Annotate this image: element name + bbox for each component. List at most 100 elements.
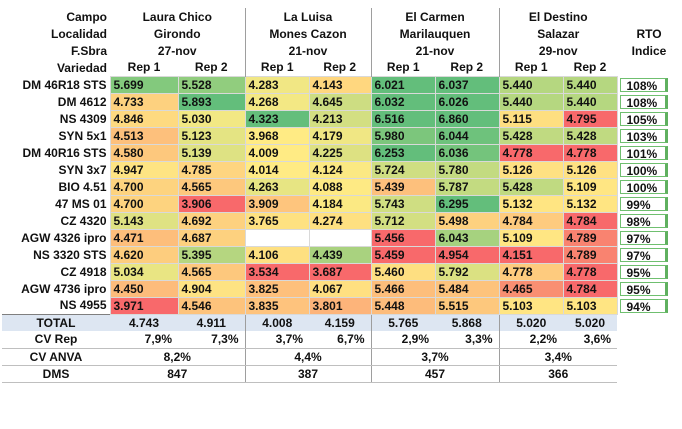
table-row: CZ 4918 5.034 4.565 3.534 3.687 5.460 5.792 4.7…	[2, 262, 681, 281]
dms-label: DMS	[2, 365, 110, 383]
rto-cell: 100%	[617, 161, 681, 178]
yield-cell: 4.184	[308, 194, 372, 213]
rto-cell: 97%	[617, 229, 681, 246]
yield-cell: 4.954	[434, 245, 500, 264]
rto-cell: 100%	[617, 178, 681, 195]
total-cell: 4.159	[309, 313, 371, 331]
yield-cell: 4.439	[308, 245, 372, 264]
yield-cell: 5.743	[370, 194, 436, 213]
yield-cell: 4.565	[177, 177, 246, 196]
cv-rep-cell: 3,7%	[244, 331, 309, 349]
rto-index-value: 94%	[619, 299, 668, 314]
variety-name: NS 4309	[59, 111, 107, 126]
yield-cell: 5.395	[177, 245, 246, 264]
yield-cell: 4.124	[308, 160, 372, 179]
cv-anva-cell: 4,4%	[244, 348, 371, 366]
fecha-label: F.Sbra	[70, 43, 107, 58]
yield-cell: 4.465	[498, 279, 564, 298]
total-cell: 5.020	[498, 313, 563, 331]
blank-cell	[617, 365, 681, 382]
yield-cell: 5.115	[498, 109, 564, 128]
variety-name: DM 46R18 STS	[22, 77, 107, 92]
yield-cell: 5.466	[370, 279, 436, 298]
total-cell: 4.911	[178, 313, 245, 331]
rto-cell: 99%	[617, 195, 681, 212]
yield-cell: 4.904	[177, 279, 246, 298]
yield-cell: 6.032	[370, 92, 436, 111]
yield-cell: 4.733	[109, 92, 179, 111]
yield-cell: 6.295	[434, 194, 500, 213]
yield-cell: 5.440	[562, 75, 618, 94]
rto-index-value: 97%	[619, 231, 668, 246]
rto-cell: 94%	[617, 297, 681, 314]
yield-cell: 4.692	[177, 211, 246, 230]
yield-cell: 4.014	[244, 160, 310, 179]
yield-cell: 5.787	[434, 177, 500, 196]
yield-cell: 3.968	[244, 126, 310, 145]
table-body: Campo Laura Chico La Luisa El Carmen El Dest…	[2, 8, 681, 383]
yield-cell: 4.088	[308, 177, 372, 196]
site-3-fecha: 21-nov	[370, 42, 499, 59]
site-2-campo: La Luisa	[244, 8, 371, 25]
rto-cell: 97%	[617, 246, 681, 263]
yield-cell: 5.724	[370, 160, 436, 179]
rep-header-2: Rep 2	[194, 60, 228, 75]
yield-cell: 5.109	[498, 228, 564, 247]
yield-cell: 5.132	[498, 194, 564, 213]
rto-cell: 95%	[617, 280, 681, 297]
yield-cell: 5.456	[370, 228, 436, 247]
cv-anva-row: CV ANVA 8,2% 4,4% 3,7% 3,4%	[2, 348, 681, 366]
yield-cell: 5.980	[370, 126, 436, 145]
yield-cell: 4.784	[562, 279, 618, 298]
variety-name: AGW 4736 ipro	[21, 281, 107, 296]
rep-header-6: Rep 2	[450, 60, 484, 75]
variety-name: NS 3320 STS	[33, 247, 107, 262]
cv-anva-cell: 8,2%	[110, 348, 245, 366]
yield-cell: 4.785	[177, 160, 246, 179]
yield-cell: 6.044	[434, 126, 500, 145]
yield-cell: 4.283	[244, 75, 310, 94]
yield-cell: 4.513	[109, 126, 179, 145]
yield-cell: 4.263	[244, 177, 310, 196]
cv-rep-label: CV Rep	[2, 331, 110, 349]
yield-cell: 5.139	[177, 143, 246, 162]
variety-name: CZ 4918	[60, 264, 107, 279]
yield-cell: 4.645	[308, 92, 372, 111]
header-row-localidad: Localidad Girondo Mones Cazon Marilauquen Sa…	[2, 25, 681, 42]
cv-anva-cell: 3,7%	[370, 348, 499, 366]
yield-cell: 4.471	[109, 228, 179, 247]
yield-cell: 3.687	[308, 262, 372, 281]
yield-cell: 4.784	[562, 211, 618, 230]
yield-cell: 5.792	[434, 262, 500, 281]
yield-cell: 3.835	[244, 296, 310, 315]
table-row: AGW 4736 ipro 4.450 4.904 3.825 4.067 5.466 5.…	[2, 279, 681, 298]
table-row: CZ 4320 5.143 4.692 3.765 4.274 5.712 5.498 4.7…	[2, 211, 681, 230]
cv-rep-cell: 3,3%	[435, 331, 499, 349]
site-3-localidad: Marilauquen	[370, 25, 499, 42]
site-4-fecha: 29-nov	[498, 42, 617, 59]
yield-cell: 3.971	[109, 296, 179, 315]
table-row: SYN 3x7 4.947 4.785 4.014 4.124 5.724 5.780 5.1…	[2, 160, 681, 179]
yield-cell: 3.825	[244, 279, 310, 298]
rto-index-value: 97%	[619, 248, 668, 263]
yield-cell: 4.225	[308, 143, 372, 162]
site-4-localidad: Salazar	[498, 25, 617, 42]
dms-cell: 366	[498, 365, 617, 383]
rep-header-8: Rep 2	[573, 60, 607, 75]
yield-cell: 5.440	[562, 92, 618, 111]
yield-cell: 5.428	[562, 126, 618, 145]
site-2-localidad: Mones Cazon	[244, 25, 371, 42]
yield-cell: 4.580	[109, 143, 179, 162]
yield-cell: 4.565	[177, 262, 246, 281]
rto-index-value: 95%	[619, 282, 668, 297]
rto-cell: 108%	[617, 93, 681, 110]
yield-cell: 4.179	[308, 126, 372, 145]
yield-cell: 6.026	[434, 92, 500, 111]
dms-cell: 847	[110, 365, 245, 383]
blank-cell	[617, 314, 681, 331]
yield-cell: 5.440	[498, 75, 564, 94]
yield-cell: 5.460	[370, 262, 436, 281]
yield-cell: 4.106	[244, 245, 310, 264]
header-row-variedad: Variedad Rep 1 Rep 2 Rep 1 Rep 2 Rep 1 Rep 2 Re…	[2, 59, 681, 76]
